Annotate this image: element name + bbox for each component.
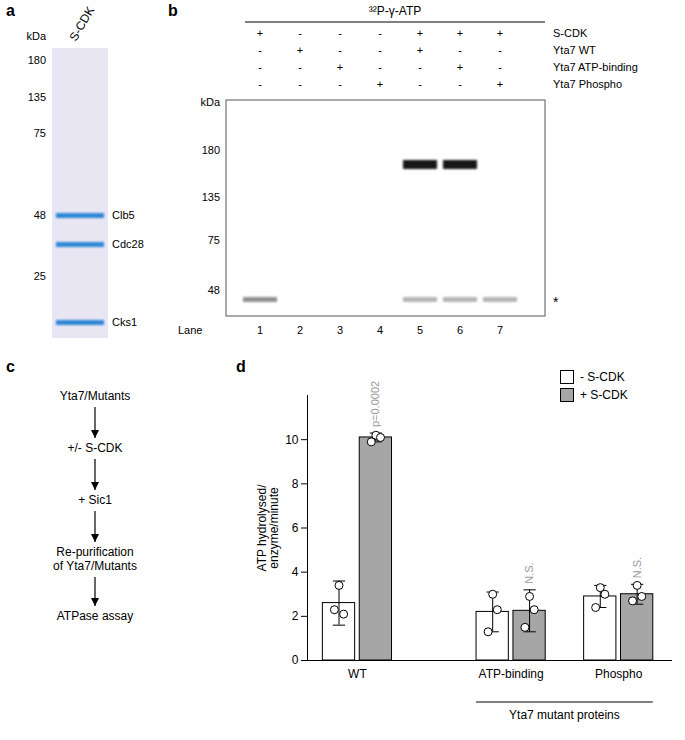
- svg-text:-: -: [258, 61, 262, 73]
- svg-text:-: -: [378, 27, 382, 39]
- svg-text:Yta7 ATP-binding: Yta7 ATP-binding: [553, 61, 638, 73]
- svg-text:+: +: [377, 78, 383, 90]
- svg-text:ATP hydrolysed/enzyme/minute: ATP hydrolysed/enzyme/minute: [255, 484, 281, 572]
- svg-text:Phospho: Phospho: [595, 667, 643, 681]
- svg-text:d: d: [236, 358, 246, 375]
- svg-text:S-CDK: S-CDK: [553, 27, 588, 39]
- svg-text:-: -: [338, 44, 342, 56]
- svg-text:48: 48: [208, 284, 220, 296]
- svg-text:a: a: [6, 2, 15, 19]
- svg-text:3: 3: [337, 324, 343, 336]
- svg-text:Yta7 Phospho: Yta7 Phospho: [553, 78, 622, 90]
- svg-text:48: 48: [34, 209, 46, 221]
- svg-text:4: 4: [292, 565, 299, 579]
- svg-text:³²P-γ-ATP: ³²P-γ-ATP: [369, 4, 421, 18]
- svg-text:-: -: [498, 44, 502, 56]
- svg-text:2: 2: [297, 324, 303, 336]
- svg-text:75: 75: [34, 127, 46, 139]
- svg-text:kDa: kDa: [200, 96, 220, 108]
- svg-text:Re-purificationof Yta7/Mutants: Re-purificationof Yta7/Mutants: [53, 545, 137, 573]
- svg-text:-: -: [338, 78, 342, 90]
- svg-text:Yta7 mutant proteins: Yta7 mutant proteins: [509, 708, 620, 722]
- svg-text:N.S.: N.S.: [523, 562, 535, 583]
- svg-text:+: +: [457, 27, 463, 39]
- svg-text:4: 4: [377, 324, 383, 336]
- svg-text:-: -: [338, 27, 342, 39]
- svg-text:p=0.0002: p=0.0002: [369, 381, 381, 427]
- svg-text:-: -: [298, 27, 302, 39]
- svg-text:-: -: [258, 44, 262, 56]
- svg-text:b: b: [168, 2, 178, 19]
- svg-text:-: -: [378, 61, 382, 73]
- svg-text:WT: WT: [348, 667, 367, 681]
- svg-text:N.S.: N.S.: [631, 557, 643, 578]
- svg-text:6: 6: [292, 521, 299, 535]
- svg-text:-: -: [258, 78, 262, 90]
- svg-text:Cks1: Cks1: [112, 316, 137, 328]
- svg-text:-: -: [418, 61, 422, 73]
- svg-text:+: +: [497, 78, 503, 90]
- svg-text:2: 2: [292, 609, 299, 623]
- svg-text:135: 135: [28, 91, 46, 103]
- svg-text:Clb5: Clb5: [112, 209, 135, 221]
- svg-text:180: 180: [28, 54, 46, 66]
- svg-text:+ Sic1: + Sic1: [78, 493, 112, 507]
- svg-text:5: 5: [417, 324, 423, 336]
- svg-text:c: c: [6, 358, 15, 375]
- svg-text:+: +: [457, 61, 463, 73]
- svg-text:ATPase assay: ATPase assay: [57, 609, 133, 623]
- svg-text:*: *: [553, 294, 559, 310]
- svg-text:-: -: [418, 78, 422, 90]
- html-text:+ S-CDK: + S-CDK: [580, 388, 628, 402]
- svg-text:-: -: [298, 78, 302, 90]
- svg-text:-: -: [298, 61, 302, 73]
- svg-text:+: +: [497, 27, 503, 39]
- svg-text:S-CDK: S-CDK: [66, 4, 97, 43]
- svg-text:-: -: [458, 44, 462, 56]
- svg-text:135: 135: [202, 191, 220, 203]
- svg-text:1: 1: [257, 324, 263, 336]
- svg-text:+: +: [257, 27, 263, 39]
- svg-text:+: +: [417, 44, 423, 56]
- svg-text:-: -: [378, 44, 382, 56]
- svg-text:-: -: [458, 78, 462, 90]
- svg-text:25: 25: [34, 270, 46, 282]
- svg-text:ATP-binding: ATP-binding: [479, 667, 544, 681]
- svg-text:+: +: [417, 27, 423, 39]
- svg-text:0: 0: [292, 653, 299, 667]
- svg-text:180: 180: [202, 144, 220, 156]
- svg-text:+/- S-CDK: +/- S-CDK: [67, 441, 122, 455]
- svg-text:Lane: Lane: [178, 324, 202, 336]
- svg-text:Cdc28: Cdc28: [112, 238, 144, 250]
- svg-text:10: 10: [285, 433, 299, 447]
- svg-text:Yta7/Mutants: Yta7/Mutants: [60, 389, 131, 403]
- svg-text:6: 6: [457, 324, 463, 336]
- svg-text:75: 75: [208, 234, 220, 246]
- svg-text:-: -: [498, 61, 502, 73]
- svg-text:7: 7: [497, 324, 503, 336]
- svg-text:+: +: [337, 61, 343, 73]
- html-text:- S-CDK: - S-CDK: [580, 370, 625, 384]
- svg-text:8: 8: [292, 477, 299, 491]
- svg-text:Yta7 WT: Yta7 WT: [553, 44, 596, 56]
- svg-text:+: +: [297, 44, 303, 56]
- svg-text:kDa: kDa: [26, 30, 46, 42]
